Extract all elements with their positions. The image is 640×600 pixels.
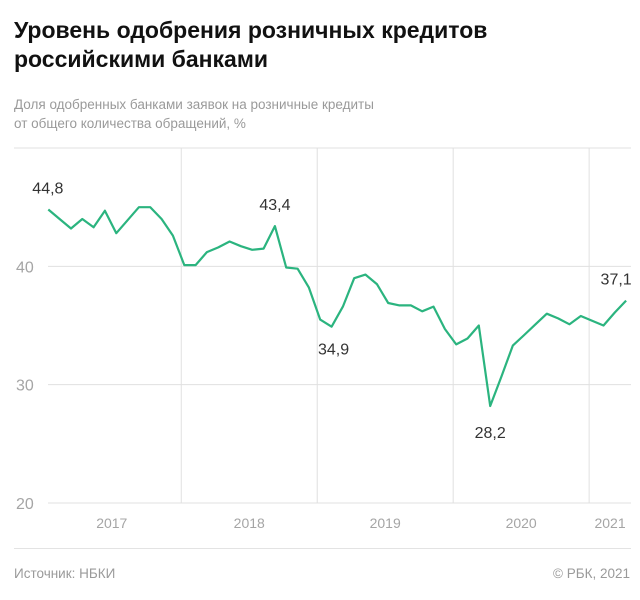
subtitle-line-1: Доля одобренных банками заявок на рознич… <box>14 97 374 112</box>
y-tick-label: 30 <box>16 378 34 395</box>
x-tick-label: 2017 <box>96 515 127 531</box>
chart-title: Уровень одобрения розничных кредитов рос… <box>14 17 488 72</box>
data-label: 43,4 <box>259 197 290 214</box>
data-label: 28,2 <box>475 425 506 442</box>
y-tick-label: 40 <box>16 259 34 276</box>
data-label: 37,1 <box>601 272 632 289</box>
x-tick-label: 2021 <box>594 515 625 531</box>
copyright: © РБК, 2021 <box>553 566 630 581</box>
y-tick-label: 20 <box>16 496 34 513</box>
series-line <box>47 206 627 408</box>
x-tick-label: 2019 <box>370 515 401 531</box>
source-note: Источник: НБКИ <box>14 566 116 581</box>
data-label: 34,9 <box>318 342 349 359</box>
x-tick-label: 2020 <box>506 515 537 531</box>
subtitle-line-2: от общего количества обращений, % <box>14 116 246 131</box>
footer-divider <box>14 548 631 549</box>
chart-subtitle: Доля одобренных банками заявок на рознич… <box>14 95 624 133</box>
line-chart: 20 30 40 2017 2018 2019 2020 2021 44,8 43,4 34,9 28… <box>14 147 632 531</box>
data-label: 44,8 <box>32 181 63 198</box>
x-tick-label: 2018 <box>234 515 265 531</box>
